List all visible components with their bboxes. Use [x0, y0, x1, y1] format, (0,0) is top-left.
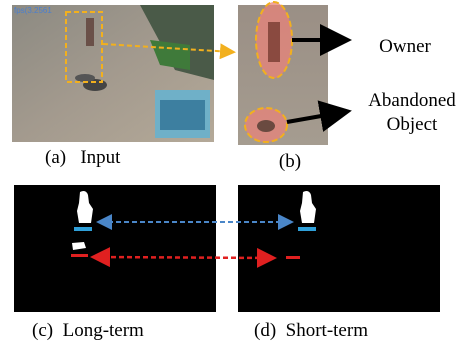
- caption-c: (c) Long-term: [32, 320, 144, 341]
- short-term-mask: [238, 185, 440, 312]
- caption-b: (b): [279, 151, 301, 172]
- fps-overlay: fps(3.2561: [14, 6, 52, 15]
- long-term-mask: [14, 185, 216, 312]
- object-label: Object: [387, 114, 438, 135]
- input-image: fps(3.2561: [12, 5, 214, 142]
- abandoned-label: Abandoned: [368, 90, 456, 111]
- figure: fps(3.2561 (a) Input Owner Abandoned Obj…: [0, 0, 469, 345]
- owner-label: Owner: [379, 36, 431, 57]
- caption-a: (a) Input: [45, 147, 121, 168]
- caption-d: (d) Short-term: [254, 320, 368, 341]
- zoom-image: [238, 2, 328, 145]
